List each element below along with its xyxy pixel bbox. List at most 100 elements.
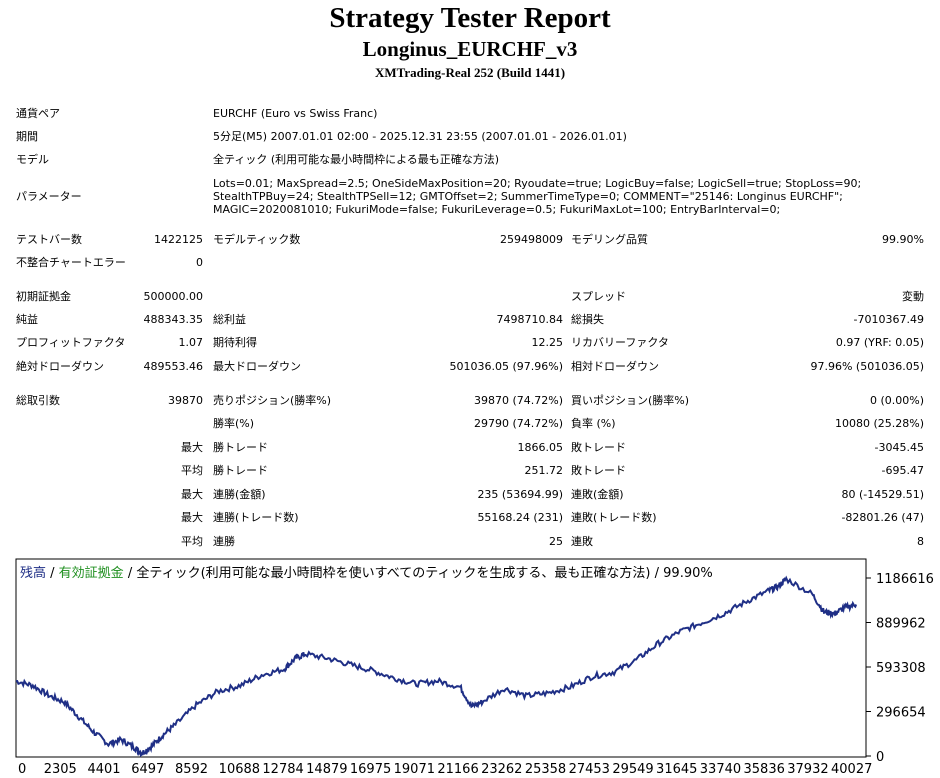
- quality-label: モデリング品質: [571, 233, 648, 246]
- maxwin-value: 1866.05: [517, 441, 564, 454]
- avgconsecwin-label: 連勝: [213, 535, 235, 548]
- x-tick-label: 25358: [525, 762, 566, 777]
- y-tick-label: 889962: [876, 617, 926, 632]
- legend-balance: 残高: [20, 565, 46, 581]
- spread-value: 変動: [902, 290, 924, 303]
- netprofit-label: 純益: [16, 313, 38, 326]
- period-label: 期間: [16, 130, 38, 143]
- avgwin-value: 251.72: [524, 464, 564, 477]
- x-tick-label: 37932: [787, 762, 828, 777]
- bars-value: 1422125: [154, 233, 203, 246]
- server-info: XMTrading-Real 252 (Build 1441): [374, 65, 566, 80]
- y-tick-label: 1186616: [876, 572, 934, 587]
- bars-label: テストバー数: [16, 233, 82, 246]
- reldd-value: 97.96% (501036.05): [810, 360, 924, 373]
- maxdd-value: 501036.05 (97.96%): [449, 360, 563, 373]
- x-tick-label: 12784: [262, 762, 303, 777]
- legend-sep-3: /: [651, 566, 664, 581]
- x-tick-label: 21166: [437, 762, 478, 777]
- x-tick-label: 27453: [569, 762, 610, 777]
- ticks-label: モデルティック数: [213, 233, 301, 246]
- winrate-value: 29790 (74.72%): [473, 417, 563, 430]
- chart-legend: 残高 / 有効証拠金 / 全ティック(利用可能な最小時間枠を使いすべてのティック…: [20, 565, 713, 581]
- avg-word-1: 平均: [181, 464, 203, 477]
- recovery-label: リカバリーファクタ: [571, 336, 669, 349]
- pf-value: 1.07: [178, 336, 204, 349]
- recovery-value: 0.97 (YRF: 0.05): [835, 336, 924, 349]
- avgwin-label: 勝トレード: [213, 464, 268, 477]
- reldd-label: 相対ドローダウン: [571, 360, 659, 373]
- consecloss-amt-value: 80 (-14529.51): [841, 488, 924, 501]
- y-tick-label: 593308: [876, 661, 926, 676]
- avgloss-label: 敗トレード: [571, 464, 626, 477]
- short-label: 売りポジション(勝率%): [213, 394, 332, 407]
- x-tick-label: 10688: [219, 762, 260, 777]
- model-value: 全ティック (利用可能な最小時間枠による最も正確な方法): [213, 153, 500, 166]
- lossrate-label: 負率 (%): [571, 417, 616, 430]
- legend-sep-1: /: [46, 566, 59, 581]
- y-axis: 0 296654 593308 889962 1186616: [866, 572, 934, 765]
- deposit-value: 500000.00: [143, 290, 204, 303]
- params-label: パラメーター: [16, 190, 82, 203]
- max-word-2: 最大: [181, 488, 203, 501]
- winrate-label: 勝率(%): [213, 417, 255, 430]
- trades-value: 39870: [168, 394, 203, 407]
- short-value: 39870 (74.72%): [473, 394, 563, 407]
- consecloss-cnt-value: -82801.26 (47): [841, 511, 924, 524]
- pf-label: プロフィットファクタ: [16, 336, 126, 349]
- consecloss-amt-label: 連敗(金額): [571, 488, 624, 501]
- x-tick-label: 4401: [87, 762, 120, 777]
- long-label: 買いポジション(勝率%): [571, 394, 690, 407]
- x-tick-label: 35836: [744, 762, 785, 777]
- x-tick-label: 31645: [656, 762, 697, 777]
- avgloss-value: -695.47: [881, 464, 924, 477]
- lossrate-value: 10080 (25.28%): [834, 417, 924, 430]
- avgconsecloss-value: 8: [917, 535, 924, 548]
- grossloss-value: -7010367.49: [853, 313, 924, 326]
- legend-margin: 有効証拠金: [59, 565, 124, 581]
- consecwin-amt-label: 連勝(金額): [213, 488, 266, 501]
- deposit-label: 初期証拠金: [16, 290, 71, 303]
- symbol-value: EURCHF (Euro vs Swiss Franc): [213, 107, 378, 120]
- x-tick-label: 40027: [831, 762, 872, 777]
- expert-name: Longinus_EURCHF_v3: [362, 37, 578, 61]
- max-word-1: 最大: [181, 441, 203, 454]
- x-tick-label: 23262: [481, 762, 522, 777]
- period-value: 5分足(M5) 2007.01.01 02:00 - 2025.12.31 23…: [213, 130, 627, 143]
- maxloss-value: -3045.45: [874, 441, 924, 454]
- legend-desc: 全ティック(利用可能な最小時間枠を使いすべてのティックを生成する、最も正確な方法…: [136, 565, 650, 581]
- model-label: モデル: [16, 153, 49, 166]
- ticks-value: 259498009: [500, 233, 563, 246]
- x-tick-label: 6497: [131, 762, 164, 777]
- expected-value: 12.25: [531, 336, 564, 349]
- trades-label: 総取引数: [16, 394, 60, 407]
- grossprofit-value: 7498710.84: [496, 313, 563, 326]
- balance-line: [15, 575, 858, 758]
- maxloss-label: 敗トレード: [571, 441, 626, 454]
- legend-quality: 99.90%: [663, 566, 713, 581]
- params-line-1: Lots=0.01; MaxSpread=2.5; OneSideMaxPosi…: [213, 177, 862, 190]
- consecloss-cnt-label: 連敗(トレード数): [571, 511, 657, 524]
- expected-label: 期待利得: [213, 336, 257, 349]
- x-tick-label: 8592: [175, 762, 208, 777]
- absdd-label: 絶対ドローダウン: [16, 360, 104, 373]
- y-tick-label: 296654: [876, 706, 926, 721]
- x-tick-label: 29549: [612, 762, 653, 777]
- params-line-3: MAGIC=2020081010; FukuriMode=false; Fuku…: [213, 203, 781, 216]
- consecwin-cnt-value: 55168.24 (231): [477, 511, 563, 524]
- consecwin-amt-value: 235 (53694.99): [477, 488, 563, 501]
- absdd-value: 489553.46: [143, 360, 204, 373]
- legend-sep-2: /: [124, 566, 137, 581]
- x-tick-label: 2305: [44, 762, 77, 777]
- avgconsecloss-label: 連敗: [571, 535, 593, 548]
- x-tick-label: 33740: [700, 762, 741, 777]
- maxwin-label: 勝トレード: [213, 441, 268, 454]
- report-title: Strategy Tester Report: [329, 2, 611, 34]
- max-word-3: 最大: [181, 511, 203, 524]
- avg-word-2: 平均: [181, 535, 203, 548]
- x-axis: 0 2305 4401 6497 8592 10688 12784 14879 16975 190…: [18, 762, 872, 777]
- x-tick-label: 0: [18, 762, 26, 777]
- consecwin-cnt-label: 連勝(トレード数): [213, 511, 299, 524]
- y-tick-label: 0: [876, 750, 884, 765]
- mismatch-value: 0: [196, 256, 203, 269]
